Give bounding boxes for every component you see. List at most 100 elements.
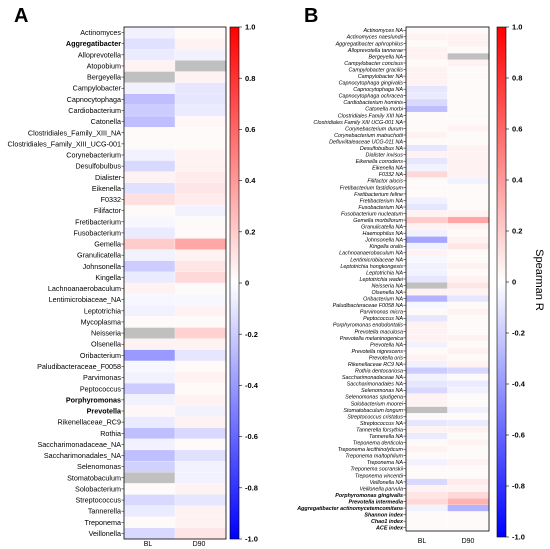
panel-b-row-label: Solobacterium moorei — [351, 401, 404, 407]
panel-a-heatmap-frame — [123, 26, 227, 540]
panel-b-cell — [447, 373, 490, 381]
panel-a-cell — [174, 405, 227, 417]
panel-b-cell — [405, 399, 448, 408]
panel-b-cell — [405, 301, 448, 309]
panel-a-row-label: Cardiobacterium — [68, 106, 121, 115]
panel-b-cell — [447, 39, 490, 48]
panel-a-cell — [123, 449, 176, 462]
panel-b-row-label: Leptotrichia NA — [366, 270, 403, 276]
panel-b-cell — [447, 269, 490, 277]
panel-a-cell — [174, 182, 227, 195]
panel-a-cell — [174, 49, 227, 61]
panel-b-cell — [405, 491, 448, 499]
panel-a-cell — [174, 238, 227, 251]
panel-a-row-label: Veillonella — [89, 529, 121, 538]
panel-b-cell — [405, 197, 448, 205]
panel-b-cell — [405, 360, 448, 368]
panel-a-row-label: Bergeyella — [87, 73, 121, 82]
panel-a-cell — [123, 82, 176, 95]
panel-a-cell — [174, 349, 227, 362]
panel-a-cell — [123, 127, 176, 139]
panel-a-cell — [123, 227, 176, 239]
panel-a-cell — [174, 305, 227, 317]
panel-a-row-label: Lachnoanaerobaculum — [48, 284, 121, 293]
panel-b-cell — [405, 216, 448, 224]
panel-a-col-label-bl: BL — [144, 541, 153, 548]
panel-a-heatmap-cells — [123, 26, 227, 540]
panel-b-row-label: Olsenella NA — [372, 290, 404, 296]
panel-b-row-label: Capnocytophaga gingivalis — [339, 81, 404, 87]
panel-b-cell — [447, 118, 490, 126]
panel-b-cell — [447, 111, 490, 120]
panel-a-cell — [174, 71, 227, 84]
panel-b-row-label: Rikenellaceae RC9 NA — [348, 362, 404, 368]
panel-a-row-label: Actinomyces — [80, 28, 121, 37]
panel-b-cell — [447, 105, 490, 113]
panel-b-cell — [447, 504, 490, 512]
panel-b-row-label: Shannon index — [364, 513, 404, 519]
panel-a-cell — [174, 527, 227, 540]
panel-a-cell — [174, 127, 227, 139]
panel-b-cell — [447, 282, 490, 290]
panel-b-col-label-bl: BL — [418, 538, 427, 545]
panel-b-cell — [405, 236, 448, 244]
panel-b-cell — [447, 458, 490, 466]
panel-b-row-label: Aggregatibacter aphrophilus — [335, 41, 404, 47]
panel-a-row-label: Saccharimonadaceae_NA — [37, 440, 121, 449]
panel-a: A Actinomyces Aggregatibacter Alloprevotel… — [8, 5, 259, 548]
panel-a-cell — [174, 327, 227, 340]
panel-b-cell — [405, 517, 448, 525]
panel-a-colorbar-tick-label: 0.4 — [245, 176, 256, 185]
panel-b-row-label: Saccharimonadales NA — [347, 382, 404, 388]
panel-b-row-label: Prevotella maculosa — [354, 329, 403, 335]
panel-b-row-label: Alloprevotella tannerae — [347, 48, 403, 54]
panel-a-cell — [174, 438, 227, 451]
panel-a-cell — [123, 238, 176, 251]
panel-a-cell — [123, 38, 176, 50]
panel-b-cell — [405, 118, 448, 126]
panel-a-cell — [174, 149, 227, 161]
panel-b-cell — [447, 419, 490, 427]
panel-b-row-label: Fretibacterium fastidiosum — [340, 185, 404, 191]
panel-b-cell — [405, 485, 448, 493]
panel-a-row-label: Corynebacterium — [66, 151, 121, 160]
panel-a-cell — [123, 182, 176, 195]
panel-b-cell — [405, 327, 448, 336]
panel-a-row-label: Paludibacteraceae_F0058 — [37, 362, 121, 371]
panel-b-colorbar-tick-label: -1.0 — [512, 533, 525, 542]
panel-b-row-label: Peptococcus NA — [363, 316, 403, 322]
panel-b-cell — [405, 269, 448, 277]
panel-b-row-label: Campylobacter concisus — [344, 61, 403, 67]
panel-a-cell — [174, 216, 227, 228]
panel-b-row-label: Saccharimonadaceae NA — [342, 375, 404, 381]
panel-b-row-label: Gemella morbillorum — [353, 218, 403, 224]
panel-b-row-label: Catonella morbi — [365, 107, 404, 113]
panel-b-cell — [447, 190, 490, 198]
panel-b-row-label: Tannerella NA — [369, 434, 403, 440]
panel-a-colorbar-tick-label: 0.2 — [245, 227, 255, 236]
panel-b-cell — [405, 105, 448, 113]
panel-a-cell — [123, 494, 176, 507]
panel-b-cell — [405, 419, 448, 427]
panel-b-row-label: Clostridiales Family XIII NA — [338, 113, 404, 119]
panel-a-colorbar-tick-label: 1.0 — [245, 23, 255, 32]
panel-a-cell — [123, 160, 176, 173]
panel-b-row-label: Streptococcus cristatus — [347, 414, 403, 420]
panel-a-cell — [174, 271, 227, 284]
panel-a-cell — [123, 60, 176, 72]
panel-b-cell — [405, 426, 448, 434]
panel-b-cell — [405, 341, 448, 349]
panel-b-cell — [447, 151, 490, 159]
panel-b-row-label: Actinomyces NA — [362, 28, 403, 34]
panel-b-cell — [447, 157, 490, 165]
panel-b-cell — [447, 144, 490, 152]
panel-a-cell — [174, 371, 227, 384]
panel-b-cell — [405, 33, 448, 41]
panel-a-cell — [123, 249, 176, 262]
panel-b-row-label: Stomatobaculum longum — [343, 408, 403, 414]
panel-b-colorbar-tick-label: 0 — [512, 278, 516, 287]
panel-b-colorbar: 1.0 0.8 0.6 0.4 0.2 0 -0.2 -0.4 -0.6 -0.8 -1.0 — [496, 23, 526, 542]
panel-b-row-label: Oribacterium NA — [363, 297, 403, 303]
panel-b-row-label: Capnocytophaga ochracea — [339, 94, 403, 100]
panel-b-cell — [447, 511, 490, 519]
